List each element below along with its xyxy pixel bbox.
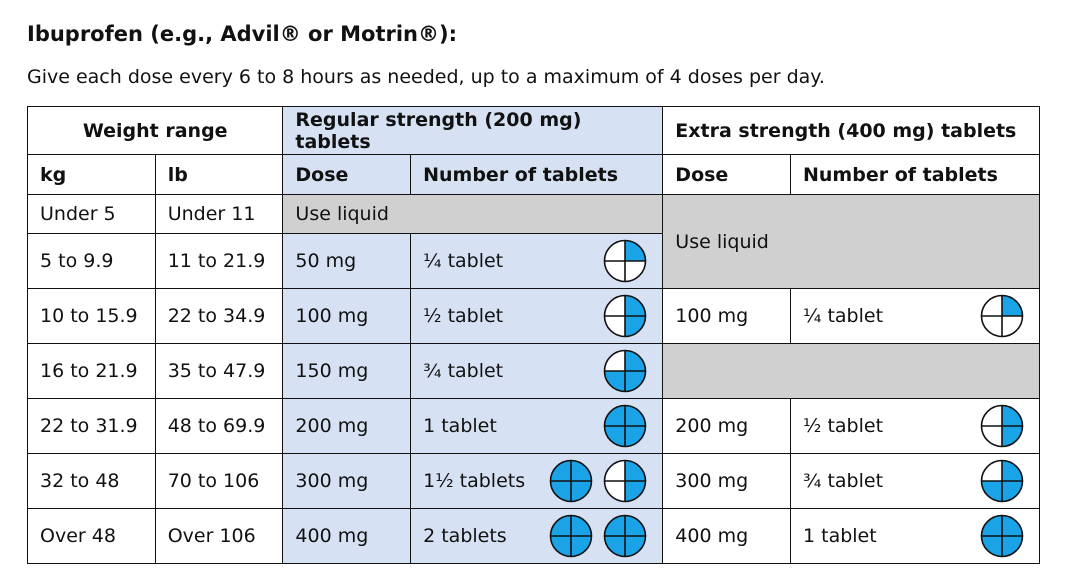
page-title: Ibuprofen (e.g., Advil® or Motrin®): — [27, 22, 458, 46]
regular-tablets-cell: 1½ tablets — [410, 453, 664, 509]
table-row: Over 48 Over 106 400 mg 2 tablets 400 mg… — [27, 508, 1040, 564]
lb-cell: Over 106 — [154, 508, 284, 564]
table-row: 10 to 15.9 22 to 34.9 100 mg ½ tablet 10… — [27, 288, 1040, 344]
lb-cell: 70 to 106 — [154, 453, 284, 509]
tablet-count-label: 1 tablet — [423, 415, 497, 437]
extra-not-applicable-cell — [662, 343, 1040, 399]
quarter-tablet-icon — [602, 238, 648, 284]
tablet-icons — [548, 513, 648, 559]
tablet-count-label: ½ tablet — [803, 415, 884, 437]
lb-cell: 35 to 47.9 — [154, 343, 284, 399]
tablet-count-label: ¼ tablet — [803, 305, 884, 327]
regular-tablets-cell: 2 tablets — [410, 508, 664, 564]
regular-tablets-cell: ½ tablet — [410, 288, 664, 344]
extra-strength-header: Extra strength (400 mg) tablets — [662, 106, 1040, 155]
kg-cell: 16 to 21.9 — [27, 343, 156, 399]
whole-tablet-icon — [979, 513, 1025, 559]
regular-strength-header: Regular strength (200 mg) tablets — [282, 106, 664, 155]
extra-dose-header: Dose — [662, 154, 791, 195]
lb-cell: Under 11 — [154, 194, 284, 234]
lb-cell: 22 to 34.9 — [154, 288, 284, 344]
extra-dose-cell: 100 mg — [662, 288, 791, 344]
tablet-count-label: ½ tablet — [423, 305, 504, 327]
kg-cell: 5 to 9.9 — [27, 233, 156, 289]
tablet-count-label: 1½ tablets — [423, 470, 526, 492]
lb-header: lb — [154, 154, 284, 195]
three-quarter-tablet-icon — [979, 458, 1025, 504]
regular-tablets-cell: 1 tablet — [410, 398, 664, 454]
table-row: 16 to 21.9 35 to 47.9 150 mg ¾ tablet — [27, 343, 1040, 399]
extra-tablets-cell: ¼ tablet — [790, 288, 1040, 344]
extra-tablets-cell: ½ tablet — [790, 398, 1040, 454]
dosing-instructions: Give each dose every 6 to 8 hours as nee… — [27, 66, 825, 88]
kg-header: kg — [27, 154, 156, 195]
ibuprofen-dosing-table: Weight range Regular strength (200 mg) t… — [26, 106, 1040, 564]
column-header-row: kg lb Dose Number of tablets Dose Number… — [27, 154, 1040, 195]
tablet-count-label: 1 tablet — [803, 525, 877, 547]
half-tablet-icon — [602, 458, 648, 504]
regular-dose-cell: 400 mg — [282, 508, 412, 564]
whole-tablet-icon — [548, 458, 594, 504]
regular-use-liquid-cell: Use liquid — [282, 194, 664, 234]
extra-tablets-header: Number of tablets — [790, 154, 1040, 195]
whole-tablet-icon — [548, 513, 594, 559]
quarter-tablet-icon — [979, 293, 1025, 339]
regular-tablets-header: Number of tablets — [410, 154, 664, 195]
tablet-count-label: ¾ tablet — [803, 470, 884, 492]
tablet-icons — [979, 403, 1025, 449]
extra-dose-cell: 400 mg — [662, 508, 791, 564]
extra-dose-cell: 200 mg — [662, 398, 791, 454]
tablet-icons — [602, 293, 648, 339]
tablet-icons — [979, 293, 1025, 339]
tablet-icons — [548, 458, 648, 504]
tablet-icons — [602, 238, 648, 284]
kg-cell: 22 to 31.9 — [27, 398, 156, 454]
kg-cell: 32 to 48 — [27, 453, 156, 509]
tablet-count-label: ¼ tablet — [423, 250, 504, 272]
weight-range-header: Weight range — [26, 106, 284, 155]
regular-dose-header: Dose — [282, 154, 412, 195]
extra-tablets-cell: ¾ tablet — [790, 453, 1040, 509]
tablet-count-label: 2 tablets — [423, 525, 507, 547]
regular-dose-cell: 100 mg — [282, 288, 412, 344]
tablet-count-label: ¾ tablet — [423, 360, 504, 382]
half-tablet-icon — [602, 293, 648, 339]
extra-use-liquid-cell: Use liquid — [662, 194, 1040, 289]
table-row: 32 to 48 70 to 106 300 mg 1½ tablets 300… — [27, 453, 1040, 509]
table-row: 5 to 9.9 11 to 21.9 50 mg ¼ tablet — [27, 233, 1040, 289]
three-quarter-tablet-icon — [602, 348, 648, 394]
kg-cell: Over 48 — [27, 508, 156, 564]
extra-tablets-cell: 1 tablet — [790, 508, 1040, 564]
regular-tablets-cell: ¾ tablet — [410, 343, 664, 399]
regular-dose-cell: 50 mg — [282, 233, 412, 289]
half-tablet-icon — [979, 403, 1025, 449]
extra-dose-cell: 300 mg — [662, 453, 791, 509]
regular-dose-cell: 200 mg — [282, 398, 412, 454]
group-header-row: Weight range Regular strength (200 mg) t… — [26, 106, 1040, 155]
whole-tablet-icon — [602, 513, 648, 559]
tablet-icons — [602, 348, 648, 394]
lb-cell: 48 to 69.9 — [154, 398, 284, 454]
regular-dose-cell: 300 mg — [282, 453, 412, 509]
table-row: Under 5 Under 11 Use liquid Use liquid — [27, 194, 1040, 289]
kg-cell: Under 5 — [27, 194, 156, 234]
regular-tablets-cell: ¼ tablet — [410, 233, 664, 289]
tablet-icons — [602, 403, 648, 449]
kg-cell: 10 to 15.9 — [27, 288, 156, 344]
regular-dose-cell: 150 mg — [282, 343, 412, 399]
tablet-icons — [979, 458, 1025, 504]
tablet-icons — [979, 513, 1025, 559]
whole-tablet-icon — [602, 403, 648, 449]
table-row: 22 to 31.9 48 to 69.9 200 mg 1 tablet 20… — [27, 398, 1040, 454]
lb-cell: 11 to 21.9 — [154, 233, 284, 289]
